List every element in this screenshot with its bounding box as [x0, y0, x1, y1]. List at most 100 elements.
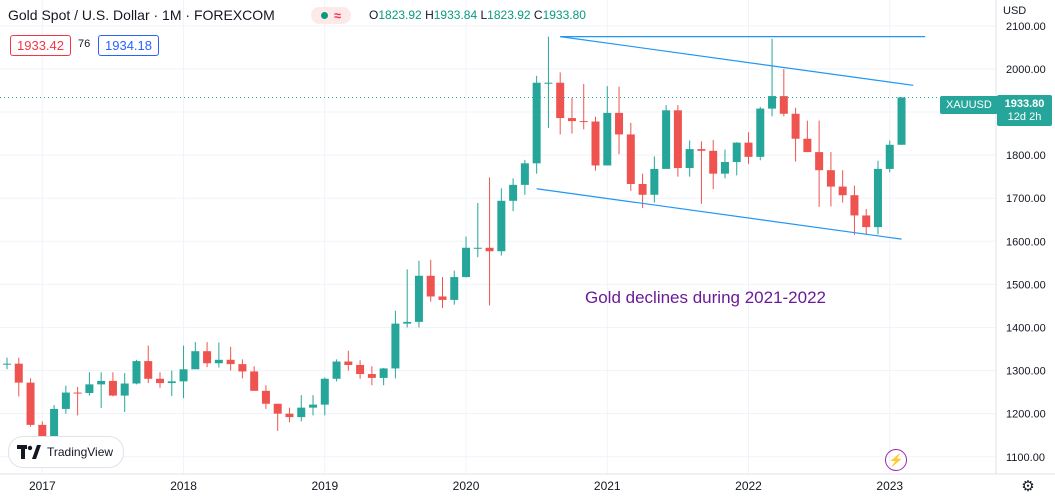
candle: [732, 142, 741, 176]
candle-body: [120, 383, 129, 396]
candle-body: [3, 363, 11, 365]
candle: [862, 208, 871, 234]
candle: [97, 372, 106, 409]
candle: [826, 152, 835, 207]
candle: [120, 373, 129, 412]
close-label: C: [533, 8, 543, 22]
candle: [744, 132, 753, 164]
candle-body: [509, 184, 518, 201]
candle-body: [14, 363, 23, 383]
time-tick-label: 2022: [735, 479, 762, 493]
candle-body: [297, 407, 306, 418]
price-scale[interactable]: 1100.00 1200.00 1300.00 1400.00 1500.00 1600.…: [1006, 21, 1046, 464]
candle: [791, 107, 800, 162]
gear-icon[interactable]: ⚙: [1021, 478, 1035, 495]
candle-body: [720, 162, 729, 174]
candle-body: [673, 110, 682, 169]
chart-annotation[interactable]: Gold declines during 2021-2022: [585, 288, 827, 307]
candle-body: [403, 321, 412, 324]
price-tick-label: 1200.00: [1006, 409, 1046, 421]
candle: [756, 106, 765, 161]
market-status[interactable]: ≈: [311, 7, 351, 24]
candle: [450, 270, 459, 305]
candles: [3, 36, 906, 448]
sell-button[interactable]: 1933.42: [10, 35, 71, 56]
candle: [815, 120, 824, 207]
close-value: 1933.80: [542, 8, 586, 22]
candle: [391, 310, 400, 379]
candle-body: [61, 392, 70, 409]
candle-body: [744, 142, 753, 157]
candle: [579, 84, 588, 130]
candle-body: [650, 168, 659, 195]
candle: [61, 385, 70, 414]
candle: [214, 342, 223, 368]
candle: [179, 345, 188, 399]
candle-body: [885, 144, 894, 169]
trendlines[interactable]: [536, 36, 926, 240]
candle-body: [497, 200, 506, 252]
candle: [615, 86, 624, 155]
candle-body: [203, 351, 212, 364]
candle: [497, 188, 506, 256]
candle-body: [768, 96, 777, 109]
candle: [779, 68, 788, 117]
candle-body: [38, 424, 47, 437]
candle: [309, 395, 318, 416]
candle: [191, 342, 200, 370]
candle: [73, 386, 82, 416]
candle: [520, 159, 529, 195]
trendline[interactable]: [536, 188, 902, 240]
candle-body: [156, 378, 165, 384]
candle: [532, 75, 541, 174]
symbol-title[interactable]: Gold Spot / U.S. Dollar · 1M · FOREXCOM: [8, 7, 275, 23]
candle: [379, 367, 388, 386]
candle-body: [873, 168, 882, 228]
candle-body: [214, 359, 223, 364]
candle: [144, 345, 153, 384]
candle-body: [638, 183, 647, 195]
candle: [332, 359, 341, 382]
candle: [544, 36, 553, 128]
candle: [673, 105, 682, 177]
candle: [603, 86, 612, 166]
price-tick-label: 1300.00: [1006, 366, 1046, 378]
tradingview-logo-icon: [17, 445, 41, 459]
candle-body: [791, 113, 800, 139]
time-tick-label: 2018: [170, 479, 197, 493]
candle-body: [309, 404, 318, 408]
market-open-dot-icon: [320, 12, 328, 19]
candle: [250, 366, 259, 391]
candle: [156, 372, 165, 388]
candle-body: [167, 381, 176, 384]
candle: [356, 360, 365, 379]
candle: [273, 403, 282, 431]
candle: [720, 149, 729, 179]
price-tick-label: 1400.00: [1006, 322, 1046, 334]
lightning-icon[interactable]: ⚡: [885, 449, 907, 471]
candle-body: [356, 364, 365, 375]
buy-button[interactable]: 1934.18: [98, 35, 159, 56]
tradingview-logo[interactable]: TradingView: [8, 436, 125, 468]
candle: [238, 359, 247, 379]
candle-body: [97, 380, 106, 385]
candle: [426, 259, 435, 302]
candle-body: [191, 351, 200, 370]
price-tick-label: 2100.00: [1006, 21, 1046, 33]
price-tick-label: 1500.00: [1006, 279, 1046, 291]
candle: [850, 185, 859, 235]
candle: [344, 350, 353, 371]
symbol-label: XAUUSD: [940, 96, 998, 114]
time-tick-label: 2020: [453, 479, 480, 493]
time-scale[interactable]: 2017 2018 2019 2020 2021 2022 2023: [29, 479, 903, 493]
candle: [3, 357, 11, 370]
candle: [462, 236, 471, 278]
candle: [638, 173, 647, 209]
wave-icon: ≈: [333, 8, 342, 23]
trendline[interactable]: [560, 36, 914, 86]
candle: [132, 359, 141, 385]
currency-selector[interactable]: USD: [1003, 5, 1027, 17]
candle: [873, 160, 882, 235]
price-tick-label: 1700.00: [1006, 193, 1046, 205]
